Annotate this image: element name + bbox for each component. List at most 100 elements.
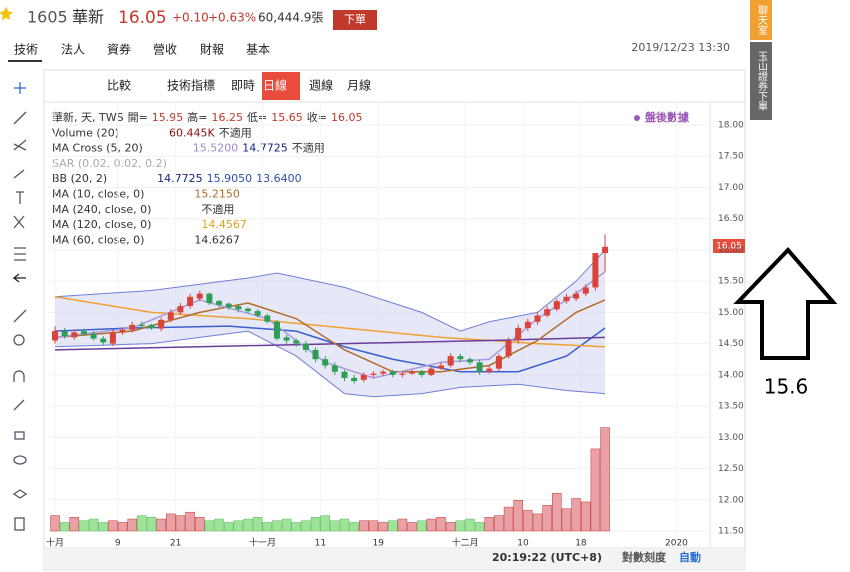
label[interactable]: 對數刻度 [622, 550, 667, 564]
tab[interactable]: 營收 [153, 43, 177, 57]
candle-body [52, 331, 58, 341]
volume-bar [291, 522, 301, 532]
candle-body [573, 293, 580, 299]
star[interactable] [0, 6, 14, 21]
legend-item: 開= [128, 111, 148, 124]
toolbar-item[interactable]: 月線 [347, 78, 371, 93]
candle-body [351, 377, 358, 382]
toolbar-item[interactable]: 週線 [309, 78, 333, 93]
legend-item: MA (120, close, 0) [52, 218, 151, 231]
legend-item: BB (20, 2) [52, 172, 107, 185]
volume-bar [117, 522, 128, 532]
y-tick-label: 13.00 [718, 433, 744, 443]
legend-item: 高= [187, 110, 207, 124]
drawing-icons [12, 82, 28, 531]
toolbar-item[interactable]: 技術指標 [167, 78, 215, 93]
tab[interactable]: 技術 [14, 43, 38, 57]
toolbar-item[interactable]: 即時 [231, 79, 255, 93]
volume-bar [243, 518, 253, 532]
candle-body [331, 365, 338, 372]
candle-body [148, 324, 155, 328]
volume-bar [146, 517, 157, 532]
volume-bar [552, 493, 562, 532]
label[interactable]: 下單 [344, 13, 366, 26]
label: 16.05 [118, 8, 167, 28]
legend-item: 16.05 [331, 111, 363, 124]
legend-item: 收= [307, 110, 327, 124]
y-tick-label: 18.00 [718, 121, 744, 131]
x-tick-label: 21 [170, 539, 181, 549]
volume-bar [561, 508, 572, 532]
volume-bar [378, 522, 388, 532]
tab[interactable]: 基本 [246, 43, 270, 57]
volume-bar [445, 522, 456, 532]
candle-body [553, 301, 560, 310]
volume-bar [204, 520, 215, 532]
legend-item: 華新, 天, TWS [52, 110, 124, 124]
candle-body [360, 374, 367, 380]
x-tick-label: 十月 [46, 537, 64, 549]
volume-bar [388, 520, 398, 532]
y-tick-label: 17.00 [718, 183, 744, 193]
legend-item: 不適用 [292, 141, 325, 155]
volume-bar [233, 520, 244, 532]
label: 20:19:22 (UTC+8) [492, 551, 602, 564]
candle-body [90, 333, 97, 339]
volume-bar [310, 517, 321, 532]
volume-bar [407, 522, 417, 532]
y-tick-label: 15.00 [718, 308, 744, 318]
candle-body [80, 331, 87, 335]
candle-body [254, 311, 261, 316]
volume-bar [195, 517, 205, 532]
volume-bar [339, 518, 350, 532]
volume-bar [127, 518, 137, 532]
x-tick-label: 9 [115, 539, 121, 549]
legend-item: 不適用 [201, 202, 234, 216]
volume-bar [272, 520, 282, 532]
legend-row: BB (20, 2) 14.7725 15.9050 13.6400 [52, 172, 302, 185]
ma-line [54, 296, 606, 348]
band-line [54, 249, 606, 332]
volume-bar [223, 522, 234, 532]
y-tick-label: 16.00 [718, 245, 744, 255]
order-box[interactable] [750, 42, 772, 120]
volume-bar [426, 518, 437, 532]
candle-body [476, 362, 483, 372]
tab[interactable]: 法人 [61, 43, 85, 57]
order-button[interactable] [333, 10, 377, 30]
candle-body [505, 340, 512, 357]
label: 1605 [27, 8, 68, 27]
volume-bar [108, 520, 118, 532]
volume-bar [455, 520, 466, 532]
chat-box[interactable] [750, 0, 772, 40]
volume-bar [252, 517, 263, 532]
volume-bar [571, 498, 581, 532]
candle-body [370, 373, 377, 375]
legend-item: 15.65 [271, 111, 303, 124]
y-tick-label: 11.50 [718, 527, 744, 537]
volume-bar [494, 515, 504, 532]
legend-item: SAR (0.02, 0.02, 0.2) [52, 157, 167, 170]
toolbar-item[interactable]: 比較 [107, 78, 131, 93]
tab[interactable]: 財報 [200, 42, 224, 57]
candle-body [312, 349, 319, 360]
sidebar-order[interactable]: 玉山證券下單 [756, 51, 768, 111]
legend-row: Volume (20) 60.445K 不適用 [52, 125, 252, 139]
label[interactable]: 自動 [679, 550, 701, 564]
volume-bar [330, 520, 340, 532]
sidebar-chat[interactable]: 聊天室 [756, 4, 768, 35]
status-bar [44, 549, 745, 569]
volume-bar [416, 520, 427, 532]
candle-body [524, 321, 531, 328]
x-tick-label: 11 [315, 539, 326, 549]
legend-item: Volume (20) [52, 126, 119, 139]
candle-body [206, 293, 213, 304]
candle-body [273, 321, 280, 339]
y-tick-label: 12.50 [718, 464, 744, 474]
candle-body [466, 359, 473, 363]
toolbar-item[interactable]: 日線 [263, 78, 287, 93]
tab[interactable]: 資券 [107, 42, 131, 57]
candle-body [322, 359, 329, 366]
